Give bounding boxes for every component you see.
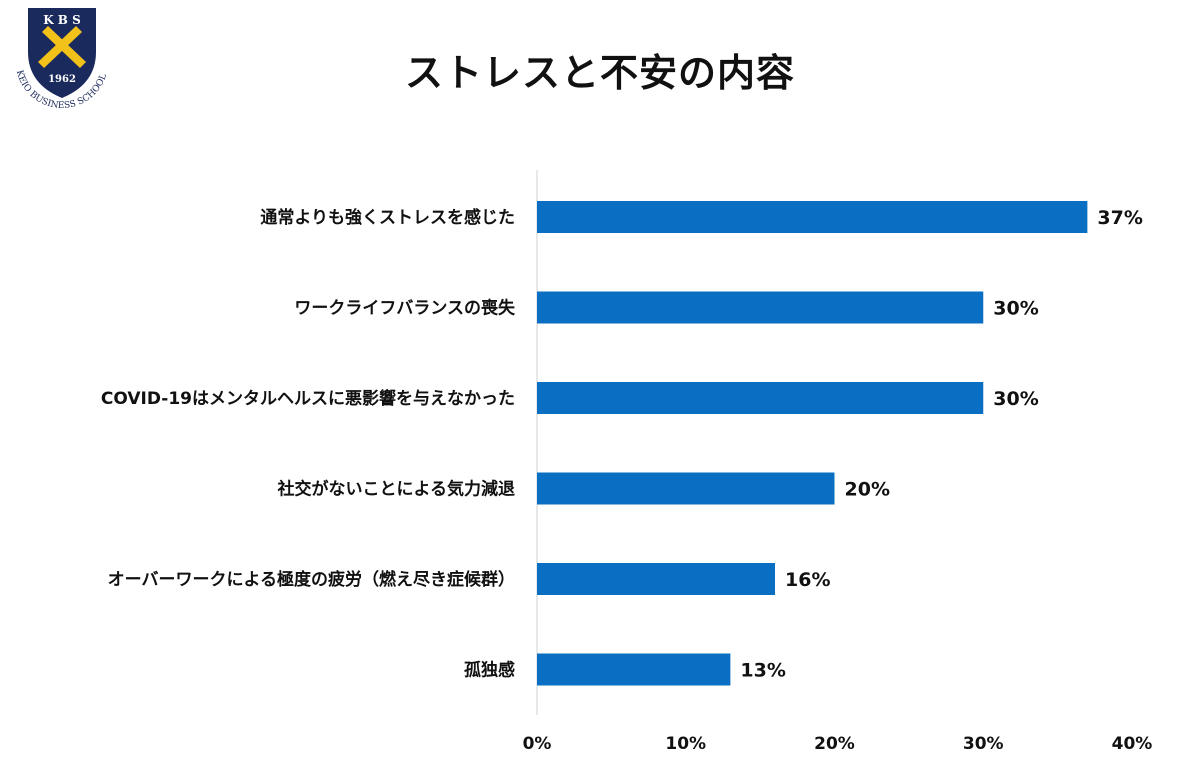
value-label: 16% [785, 569, 830, 591]
x-tick-label: 10% [665, 734, 706, 754]
category-label: 通常よりも強くストレスを感じた [260, 207, 515, 228]
category-label: ワークライフバランスの喪失 [294, 298, 516, 319]
category-label: COVID-19はメンタルヘルスに悪影響を与えなかった [101, 388, 515, 409]
bar [537, 382, 984, 414]
value-label: 20% [845, 479, 890, 501]
value-label: 13% [740, 660, 785, 682]
page-title: ストレスと不安の内容 [404, 51, 795, 95]
bar [537, 563, 775, 595]
value-label: 30% [993, 298, 1038, 320]
x-tick-label: 0% [523, 734, 552, 754]
category-label: オーバーワークによる極度の疲労（燃え尽き症候群） [108, 569, 515, 590]
category-label: 社交がないことによる気力減退 [277, 479, 516, 500]
bar [537, 653, 731, 686]
logo-top-text: K B S [43, 13, 81, 27]
category-label: 孤独感 [464, 660, 515, 681]
x-tick-label: 40% [1112, 734, 1153, 754]
bar [537, 472, 835, 505]
x-tick-label: 20% [814, 734, 855, 754]
value-label: 30% [993, 388, 1038, 410]
bar [537, 201, 1088, 233]
x-tick-label: 30% [963, 734, 1004, 754]
logo-year: 1962 [48, 74, 76, 85]
value-label: 37% [1097, 207, 1142, 229]
bar [537, 291, 984, 324]
crossed-pens-icon [38, 26, 86, 68]
kbs-logo: K B S 1962 KEIO BUSINESS SCHOOL [14, 8, 109, 110]
